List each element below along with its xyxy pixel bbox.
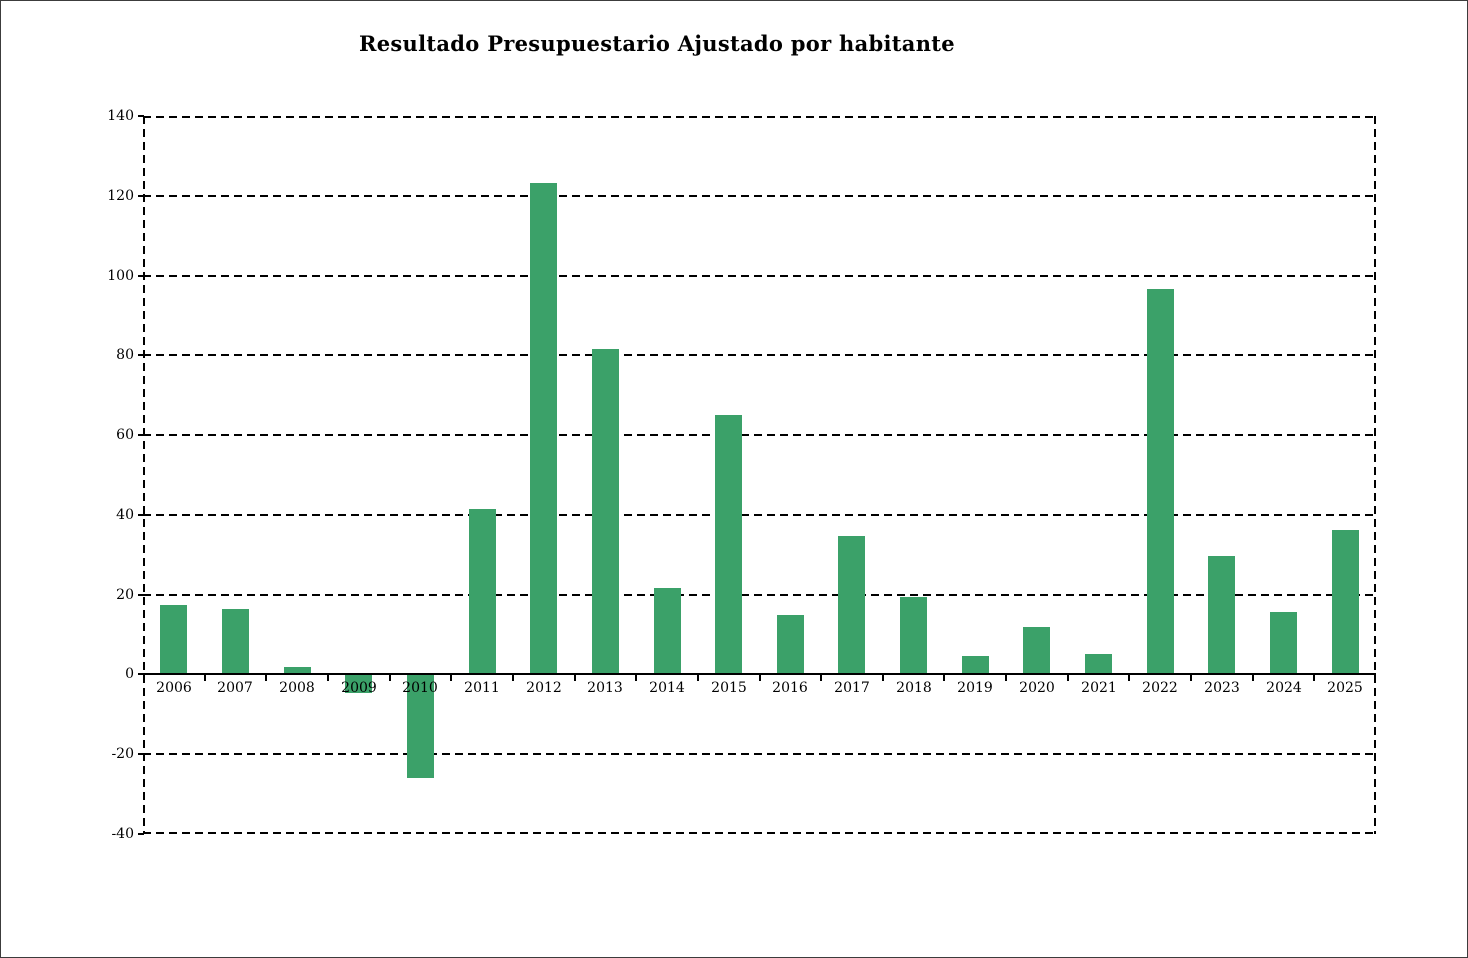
bar-2014 (654, 588, 681, 675)
y-axis-tick (138, 115, 144, 117)
x-tick-label-2016: 2016 (772, 680, 808, 696)
x-tick-label-2017: 2017 (834, 680, 870, 696)
bar-2009 (345, 675, 372, 693)
x-tick-label-2019: 2019 (957, 680, 993, 696)
x-axis-line (143, 673, 1376, 675)
plot-area: 2006 2007 2008 2009 2010 2011 2012 2013 2014 2015… (143, 116, 1376, 834)
x-axis-tick (512, 675, 514, 681)
plot-border-right (1374, 116, 1376, 834)
x-axis-tick (635, 675, 637, 681)
y-tick-label--40: -40 (111, 826, 134, 842)
x-axis-tick (574, 675, 576, 681)
y-tick-label-100: 100 (107, 268, 134, 284)
y-tick-label--20: -20 (111, 746, 134, 762)
x-axis-tick (1190, 675, 1192, 681)
bar-2012 (530, 183, 557, 674)
y-axis-tick (138, 354, 144, 356)
x-axis-tick (450, 675, 452, 681)
y-axis-tick (138, 833, 144, 835)
x-tick-label-2011: 2011 (464, 680, 500, 696)
y-tick-label-0: 0 (125, 666, 134, 682)
x-tick-label-2025: 2025 (1327, 680, 1363, 696)
x-axis-tick (389, 675, 391, 681)
bar-2008 (284, 667, 311, 675)
chart-title: Resultado Presupuestario Ajustado por ha… (359, 31, 955, 56)
y-tick-label-120: 120 (107, 188, 134, 204)
x-tick-label-2022: 2022 (1142, 680, 1178, 696)
bar-2020 (1023, 627, 1050, 674)
plot-border-bottom (143, 832, 1376, 834)
x-tick-label-2010: 2010 (402, 680, 438, 696)
x-axis-tick (1313, 675, 1315, 681)
gridline-20 (143, 594, 1376, 596)
gridline-40 (143, 514, 1376, 516)
y-axis-tick (138, 195, 144, 197)
bar-2006 (160, 605, 187, 674)
x-tick-label-2008: 2008 (279, 680, 315, 696)
x-axis-tick (820, 675, 822, 681)
x-tick-label-2024: 2024 (1266, 680, 1302, 696)
y-axis-tick (138, 594, 144, 596)
x-tick-label-2006: 2006 (156, 680, 192, 696)
y-tick-label-140: 140 (107, 108, 134, 124)
x-tick-label-2009: 2009 (341, 680, 377, 696)
x-tick-label-2014: 2014 (649, 680, 685, 696)
y-axis-tick (138, 434, 144, 436)
x-tick-label-2021: 2021 (1081, 680, 1117, 696)
bar-2024 (1270, 612, 1297, 675)
y-tick-label-40: 40 (116, 507, 134, 523)
gridline-80 (143, 354, 1376, 356)
gridline-120 (143, 195, 1376, 197)
plot-border-top (143, 116, 1376, 118)
y-axis-tick (138, 514, 144, 516)
bar-2007 (222, 609, 249, 674)
bar-2021 (1085, 654, 1112, 675)
plot-border-left (143, 116, 145, 834)
x-tick-label-2015: 2015 (711, 680, 747, 696)
y-axis-tick (138, 753, 144, 755)
y-tick-label-80: 80 (116, 347, 134, 363)
y-axis-tick (138, 673, 144, 675)
bar-2013 (592, 349, 619, 675)
x-axis-tick (882, 675, 884, 681)
bar-2016 (777, 615, 804, 674)
x-axis-tick (943, 675, 945, 681)
x-tick-label-2020: 2020 (1019, 680, 1055, 696)
y-tick-label-20: 20 (116, 587, 134, 603)
x-axis-tick (1252, 675, 1254, 681)
x-axis-tick (204, 675, 206, 681)
y-axis-tick (138, 275, 144, 277)
gridline-100 (143, 275, 1376, 277)
x-tick-label-2023: 2023 (1204, 680, 1240, 696)
bar-2011 (469, 509, 496, 674)
bar-2023 (1208, 556, 1235, 674)
bar-2010 (407, 675, 434, 778)
bar-2017 (838, 536, 865, 674)
x-tick-label-2013: 2013 (587, 680, 623, 696)
x-axis-tick (697, 675, 699, 681)
bar-2019 (962, 656, 989, 674)
gridline-60 (143, 434, 1376, 436)
x-tick-label-2012: 2012 (526, 680, 562, 696)
x-tick-label-2018: 2018 (896, 680, 932, 696)
x-axis-tick (1005, 675, 1007, 681)
x-tick-label-2007: 2007 (217, 680, 253, 696)
x-axis-tick (327, 675, 329, 681)
gridline--20 (143, 753, 1376, 755)
x-axis-tick (1128, 675, 1130, 681)
bar-2022 (1147, 289, 1174, 674)
x-axis-tick (265, 675, 267, 681)
bar-2025 (1332, 530, 1359, 674)
x-axis-tick (759, 675, 761, 681)
x-axis-tick (1067, 675, 1069, 681)
y-tick-label-60: 60 (116, 427, 134, 443)
bar-2018 (900, 597, 927, 675)
bar-2015 (715, 415, 742, 675)
